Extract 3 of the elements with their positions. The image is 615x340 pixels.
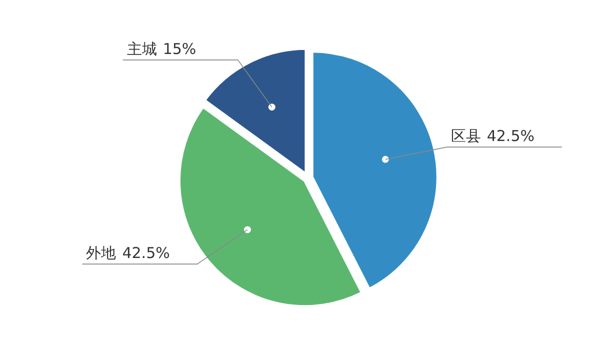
slice-label: 区县	[450, 127, 481, 146]
slice-label: 主城	[126, 40, 157, 58]
slice-label: 外地	[86, 244, 116, 262]
